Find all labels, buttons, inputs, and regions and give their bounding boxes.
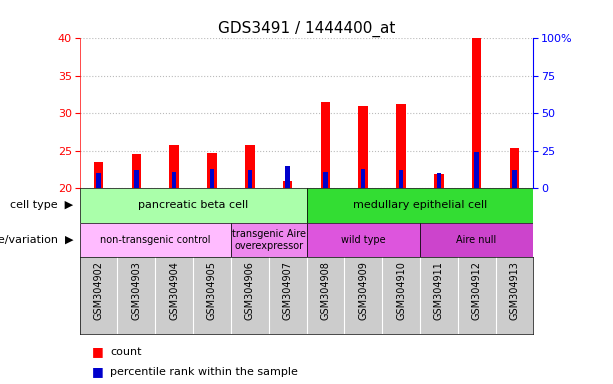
Bar <box>207 153 217 188</box>
Bar <box>323 172 328 188</box>
Bar <box>359 106 368 188</box>
Bar <box>306 223 420 257</box>
Text: GSM304905: GSM304905 <box>207 261 217 320</box>
Bar <box>231 223 306 257</box>
Bar <box>396 104 406 188</box>
Bar <box>512 170 517 188</box>
Bar <box>172 172 177 188</box>
Bar <box>80 188 306 223</box>
Title: GDS3491 / 1444400_at: GDS3491 / 1444400_at <box>218 21 395 37</box>
Text: GSM304902: GSM304902 <box>94 261 104 320</box>
Bar <box>361 169 365 188</box>
Text: GSM304907: GSM304907 <box>283 261 292 320</box>
Text: GSM304912: GSM304912 <box>471 261 482 320</box>
Bar <box>321 102 330 188</box>
Bar <box>132 154 141 188</box>
Bar <box>96 173 101 188</box>
Text: GSM304906: GSM304906 <box>245 261 255 320</box>
Text: GSM304908: GSM304908 <box>321 261 330 320</box>
Bar <box>169 146 179 188</box>
Text: ■: ■ <box>92 365 104 378</box>
Text: percentile rank within the sample: percentile rank within the sample <box>110 366 298 377</box>
Bar <box>248 170 252 188</box>
Text: non-transgenic control: non-transgenic control <box>100 235 210 245</box>
Bar <box>434 174 444 188</box>
Bar <box>436 173 441 188</box>
Text: GSM304911: GSM304911 <box>434 261 444 320</box>
Text: pancreatic beta cell: pancreatic beta cell <box>138 200 248 210</box>
Text: GSM304910: GSM304910 <box>396 261 406 320</box>
Text: GSM304909: GSM304909 <box>358 261 368 320</box>
Bar <box>509 148 519 188</box>
Bar <box>472 38 481 188</box>
Text: GSM304903: GSM304903 <box>131 261 142 320</box>
Text: count: count <box>110 346 142 357</box>
Bar <box>398 170 403 188</box>
Bar <box>420 223 533 257</box>
Text: cell type  ▶: cell type ▶ <box>10 200 74 210</box>
Bar <box>80 223 231 257</box>
Bar <box>210 169 215 188</box>
Text: transgenic Aire
overexpressor: transgenic Aire overexpressor <box>232 229 306 251</box>
Bar <box>285 166 290 188</box>
Bar <box>283 181 292 188</box>
Text: GSM304904: GSM304904 <box>169 261 179 320</box>
Text: Aire null: Aire null <box>457 235 497 245</box>
Text: medullary epithelial cell: medullary epithelial cell <box>352 200 487 210</box>
Bar <box>474 152 479 188</box>
Bar <box>245 146 254 188</box>
Text: wild type: wild type <box>341 235 386 245</box>
Bar <box>134 170 139 188</box>
Text: GSM304913: GSM304913 <box>509 261 519 320</box>
Bar <box>94 162 104 188</box>
Bar <box>306 188 533 223</box>
Text: genotype/variation  ▶: genotype/variation ▶ <box>0 235 74 245</box>
Text: ■: ■ <box>92 345 104 358</box>
